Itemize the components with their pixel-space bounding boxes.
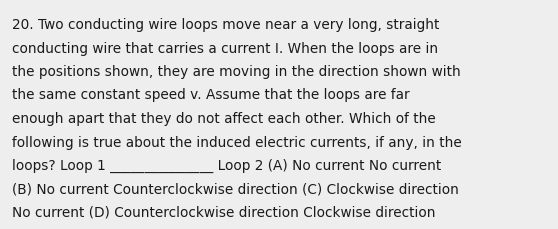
Text: 20. Two conducting wire loops move near a very long, straight: 20. Two conducting wire loops move near …	[12, 18, 439, 32]
Text: No current (D) Counterclockwise direction Clockwise direction: No current (D) Counterclockwise directio…	[12, 205, 435, 219]
Text: the positions shown, they are moving in the direction shown with: the positions shown, they are moving in …	[12, 65, 461, 79]
Text: enough apart that they do not affect each other. Which of the: enough apart that they do not affect eac…	[12, 112, 436, 125]
Text: (B) No current Counterclockwise direction (C) Clockwise direction: (B) No current Counterclockwise directio…	[12, 182, 459, 196]
Text: the same constant speed v. Assume that the loops are far: the same constant speed v. Assume that t…	[12, 88, 410, 102]
Text: loops? Loop 1 _______________ Loop 2 (A) No current No current: loops? Loop 1 _______________ Loop 2 (A)…	[12, 158, 441, 172]
Text: following is true about the induced electric currents, if any, in the: following is true about the induced elec…	[12, 135, 462, 149]
Text: conducting wire that carries a current I. When the loops are in: conducting wire that carries a current I…	[12, 41, 438, 55]
